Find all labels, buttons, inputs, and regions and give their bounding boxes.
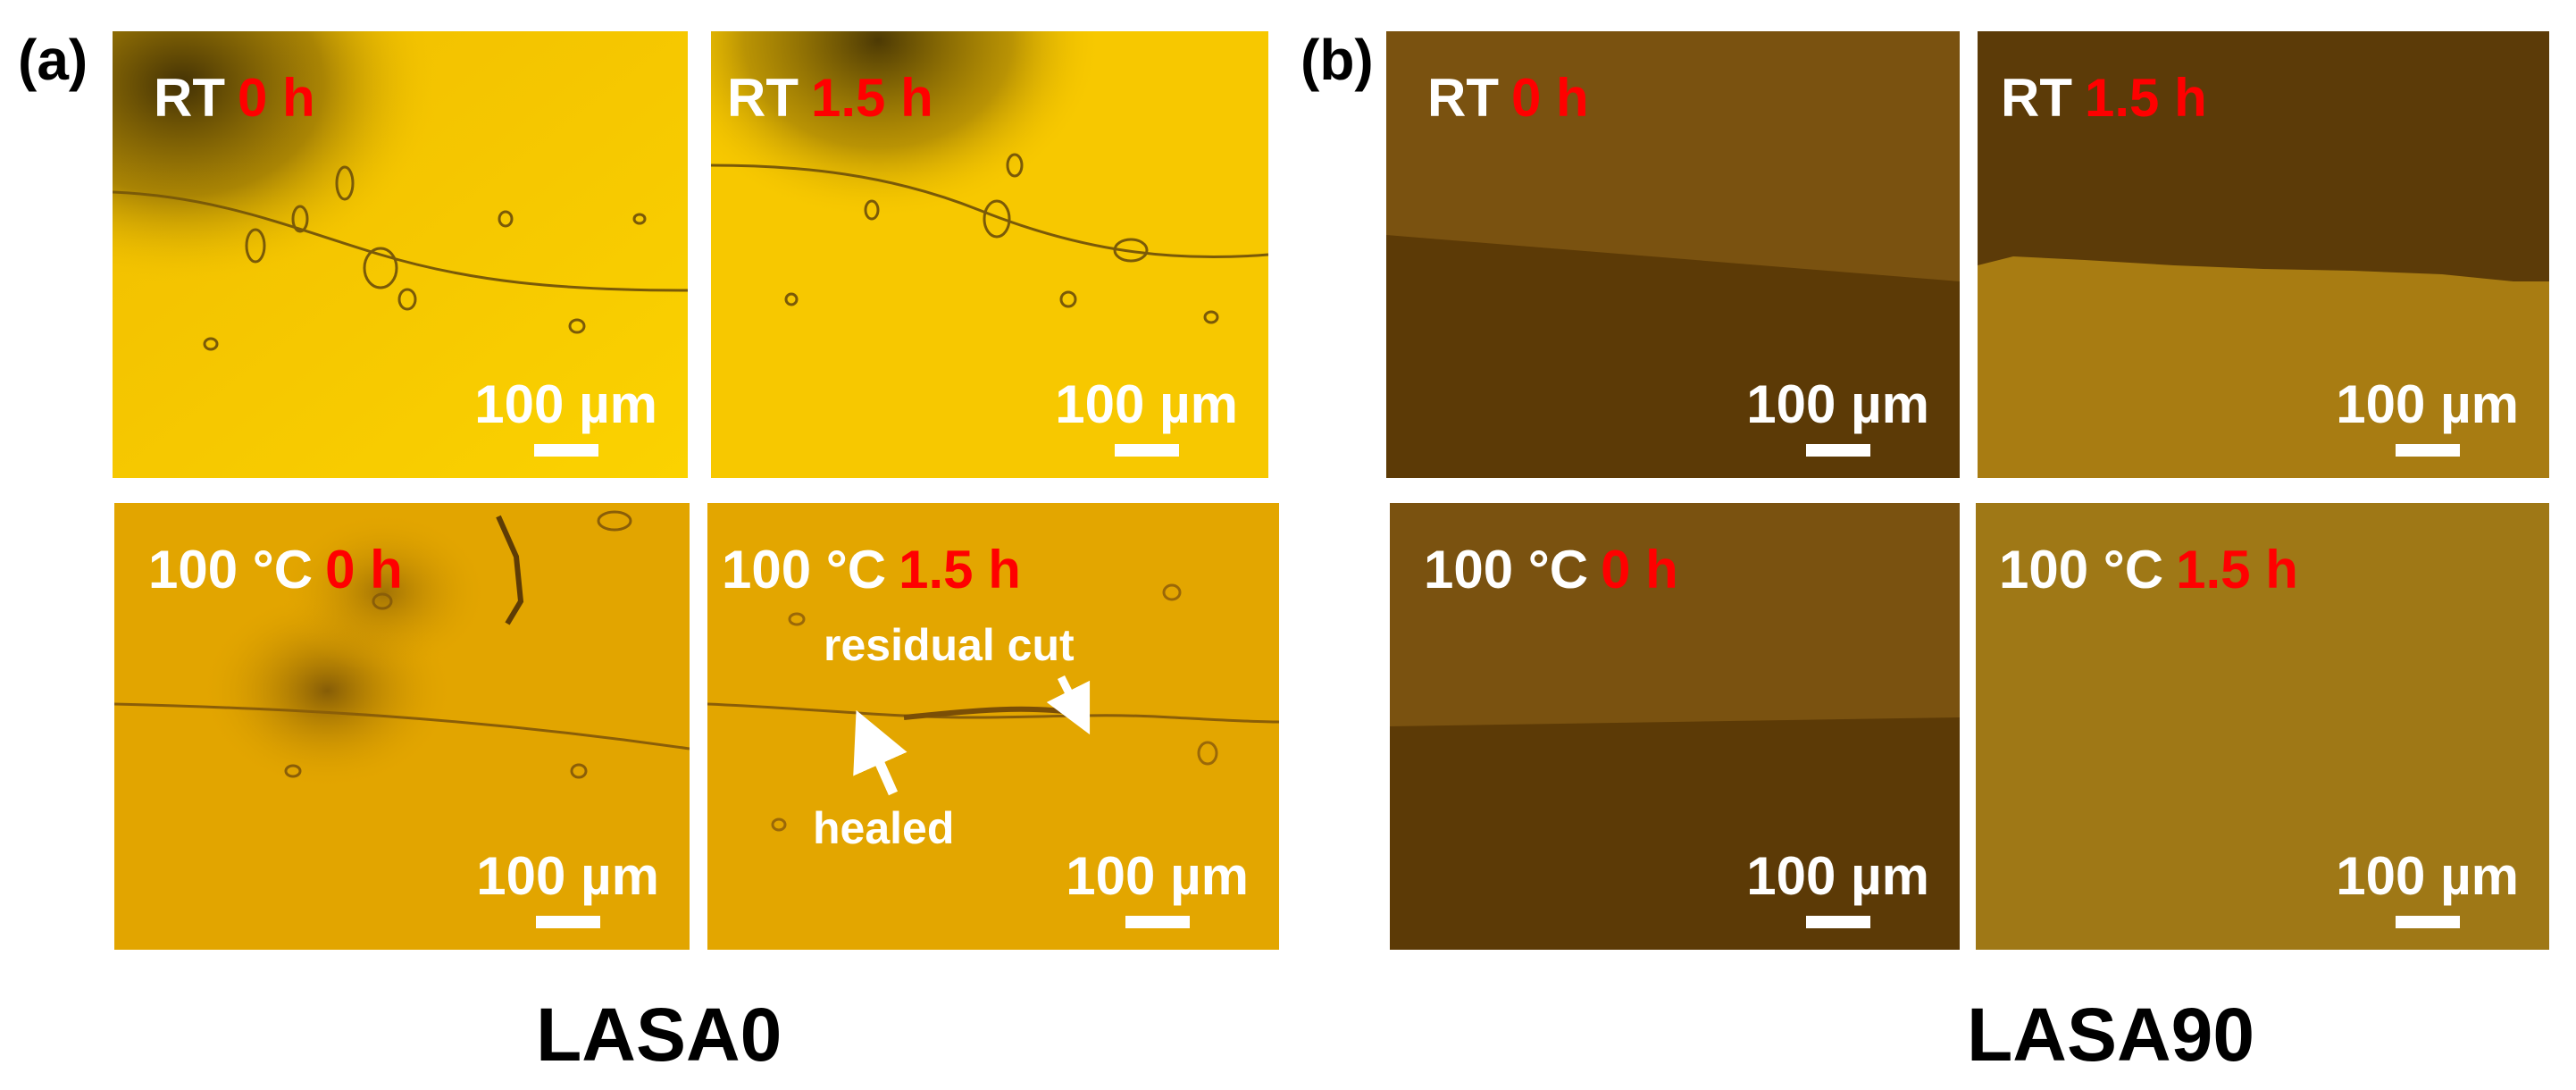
- condition-label: 100 °C 0 h: [148, 540, 403, 600]
- scale-bar: 100 µm: [474, 378, 657, 457]
- micrograph-lasa0-100c-1-5h: 100 °C 1.5 h residual cut healed 100 µm: [707, 503, 1279, 950]
- material-label-lasa90: LASA90: [1967, 993, 2255, 1077]
- panel-b-label: (b): [1301, 28, 1374, 92]
- scale-bar: 100 µm: [1746, 850, 1929, 928]
- micrograph-lasa0-100c-0h: 100 °C 0 h 100 µm: [114, 503, 690, 950]
- condition-label: RT 0 h: [1427, 68, 1589, 128]
- annotation-healed: healed: [813, 803, 955, 853]
- micrograph-lasa90-100c-1-5h: 100 °C 1.5 h 100 µm: [1976, 503, 2549, 950]
- material-label-lasa0: LASA0: [536, 993, 782, 1077]
- micrograph-lasa90-rt-0h: RT 0 h 100 µm: [1386, 31, 1960, 478]
- scale-bar: 100 µm: [1066, 850, 1249, 928]
- condition-label: RT 0 h: [154, 68, 315, 128]
- micrograph-lasa0-rt-1-5h: RT 1.5 h 100 µm: [711, 31, 1268, 478]
- scale-bar: 100 µm: [1055, 378, 1238, 457]
- annotation-arrows: [853, 675, 1091, 796]
- annotation-residual-cut: residual cut: [824, 620, 1075, 670]
- condition-label: RT 1.5 h: [727, 68, 933, 128]
- micrograph-lasa90-rt-1-5h: RT 1.5 h 100 µm: [1978, 31, 2549, 478]
- scale-bar: 100 µm: [2336, 378, 2519, 457]
- micrograph-lasa90-100c-0h: 100 °C 0 h 100 µm: [1390, 503, 1960, 950]
- micrograph-lasa0-rt-0h: RT 0 h 100 µm: [113, 31, 688, 478]
- panel-a-label: (a): [18, 28, 88, 92]
- scale-bar: 100 µm: [1746, 378, 1929, 457]
- condition-label: 100 °C 1.5 h: [1999, 540, 2298, 600]
- scale-bar: 100 µm: [476, 850, 659, 928]
- condition-label: 100 °C 1.5 h: [722, 540, 1021, 600]
- scale-bar: 100 µm: [2336, 850, 2519, 928]
- condition-label: 100 °C 0 h: [1424, 540, 1678, 600]
- condition-label: RT 1.5 h: [2001, 68, 2207, 128]
